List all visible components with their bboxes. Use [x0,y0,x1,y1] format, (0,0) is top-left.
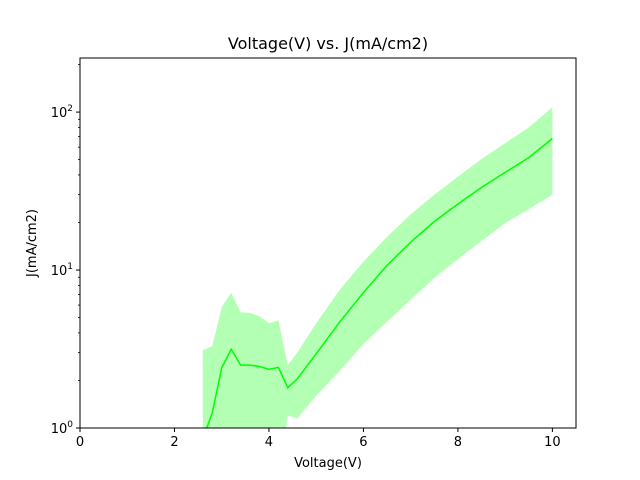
x-tick-label: 8 [454,435,462,450]
x-tick-label: 4 [265,435,273,450]
series-line [205,137,553,428]
x-tick-label: 2 [170,435,178,450]
x-tick-label: 10 [544,435,561,450]
x-axis-label: Voltage(V) [294,456,362,471]
x-tick-label: 6 [359,435,367,450]
chart-title: Voltage(V) vs. J(mA/cm2) [228,34,428,53]
data-layer [202,107,553,428]
y-axis-label: J(mA/cm2) [25,209,40,278]
plot-frame [79,57,577,429]
confidence-band [202,107,553,428]
x-axis: 0 2 4 6 8 10 [76,428,561,450]
x-tick-label: 0 [76,435,84,450]
